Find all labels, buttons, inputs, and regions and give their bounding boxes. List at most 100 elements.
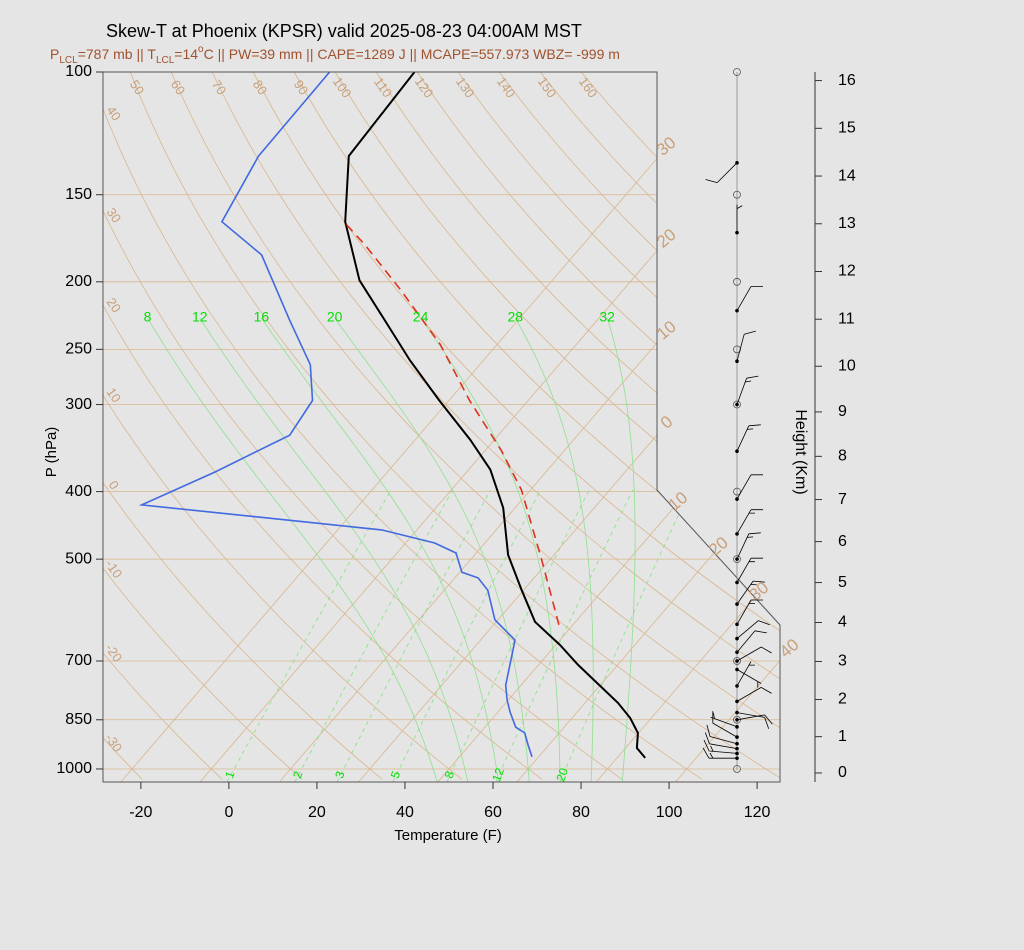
y-tick-label: 400 — [65, 483, 92, 500]
mixing-ratio-label: 2 — [290, 769, 306, 780]
wind-level-dot — [735, 741, 739, 746]
y2-tick-label: 6 — [838, 533, 847, 550]
isotherm — [595, 72, 780, 782]
mixing-ratio — [336, 489, 491, 782]
mixing-ratio-label: 1 — [222, 769, 238, 780]
wind-barb — [712, 711, 738, 738]
y2-axis-label: Height (Km) — [792, 409, 809, 494]
mixing-ratio — [392, 489, 541, 782]
subtitle-part: LCL — [156, 55, 175, 66]
wind-barb — [705, 162, 738, 183]
dry-adiabat-label: 40 — [104, 103, 125, 123]
wind-barb — [736, 286, 763, 311]
dry-adiabat — [334, 72, 780, 780]
dry-adiabat — [170, 72, 780, 780]
y-tick-label: 300 — [65, 396, 92, 413]
wind-level-dot — [735, 699, 739, 704]
mixing-ratio-label: 12 — [489, 766, 507, 784]
wind-barb — [736, 687, 772, 702]
y-tick-label: 700 — [65, 652, 92, 669]
moist-adiabat-label: 8 — [144, 309, 152, 325]
y2-tick-label: 15 — [838, 120, 856, 137]
y-tick-label: 250 — [65, 341, 92, 358]
dry-adiabat — [103, 72, 543, 780]
dry-adiabat — [293, 72, 780, 780]
dry-adiabat — [252, 72, 780, 780]
wind-barb — [736, 620, 770, 639]
dry-adiabat-label: 60 — [168, 77, 189, 97]
wind-barb — [710, 712, 738, 728]
mixing-ratio — [559, 489, 691, 782]
wind-barb — [736, 375, 759, 405]
dry-adiabat — [211, 72, 780, 780]
plot-area — [103, 72, 780, 782]
wind-barb — [736, 630, 767, 653]
chart-title: Skew-T at Phoenix (KPSR) valid 2025-08-2… — [106, 21, 582, 41]
subtitle-part: o — [198, 44, 204, 55]
wind-barb — [736, 599, 763, 625]
y2-tick-label: 11 — [838, 310, 855, 327]
subtitle-part: =14 — [174, 46, 198, 62]
mandatory-level — [733, 765, 741, 773]
mandatory-level — [733, 68, 741, 76]
mandatory-level — [733, 277, 741, 286]
moist-adiabat — [261, 317, 499, 782]
x-tick-label: 20 — [308, 804, 326, 821]
y-tick-label: 150 — [65, 186, 92, 203]
dry-adiabat — [103, 72, 463, 780]
dry-adiabat-label: 20 — [104, 295, 125, 315]
y2-tick-label: 16 — [838, 72, 856, 89]
dry-adiabat — [498, 72, 780, 780]
dry-adiabat-label: 70 — [209, 77, 230, 97]
dry-adiabat-label: 50 — [127, 77, 148, 97]
x-axis-label: Temperature (F) — [394, 827, 502, 844]
isotherm — [279, 72, 780, 782]
x-tick-label: 120 — [744, 804, 771, 821]
y2-tick-label: 1 — [838, 728, 847, 745]
wind-barb — [736, 580, 766, 605]
moist-adiabat-label: 12 — [192, 309, 208, 325]
wind-barb — [736, 712, 770, 729]
wind-level-dot — [735, 751, 739, 756]
x-tick-label: 40 — [396, 804, 414, 821]
moist-adiabat-label: 28 — [507, 309, 523, 325]
wind-barb — [736, 424, 761, 452]
moist-adiabat-label: 16 — [254, 309, 270, 325]
profile-line — [343, 221, 560, 626]
mandatory-level — [733, 657, 741, 665]
mandatory-level — [733, 715, 741, 724]
subtitle-part: P — [50, 46, 59, 62]
wind-level-dot — [735, 710, 739, 715]
moist-adiabat-label: 20 — [327, 309, 343, 325]
wind-barb — [736, 532, 761, 560]
dry-adiabat — [103, 72, 703, 780]
y2-tick-label: 13 — [838, 215, 856, 232]
dry-adiabat — [103, 72, 623, 780]
dry-adiabat-label: 80 — [250, 77, 271, 97]
wind-barb — [736, 330, 756, 362]
y2-tick-label: 9 — [838, 403, 847, 420]
wind-barb — [702, 747, 737, 759]
subtitle-part: LCL — [59, 55, 78, 66]
dry-adiabat — [103, 72, 303, 780]
dry-adiabat-label: 30 — [104, 205, 125, 225]
y2-tick-label: 3 — [838, 653, 847, 670]
moist-adiabat — [606, 317, 636, 782]
y2-tick-label: 2 — [838, 691, 847, 708]
y2-tick-label: 4 — [838, 614, 847, 631]
y2-tick-label: 8 — [838, 448, 847, 465]
moist-adiabat — [199, 317, 469, 782]
wind-level-dot — [735, 230, 739, 235]
y2-tick-label: 14 — [838, 167, 856, 184]
y2-tick-label: 12 — [838, 263, 856, 280]
moist-adiabat — [147, 317, 438, 782]
wind-barb — [704, 732, 738, 749]
isotherm — [675, 72, 780, 782]
wind-level-dot — [735, 532, 739, 536]
wind-level-dot — [735, 725, 739, 729]
chart-subtitle: PLCL=787 mb || TLCL=14oC || PW=39 mm || … — [50, 44, 620, 66]
wind-barb — [736, 474, 763, 500]
isotherm — [516, 72, 780, 782]
y2-tick-label: 5 — [838, 574, 847, 591]
wind-barb — [736, 509, 763, 535]
